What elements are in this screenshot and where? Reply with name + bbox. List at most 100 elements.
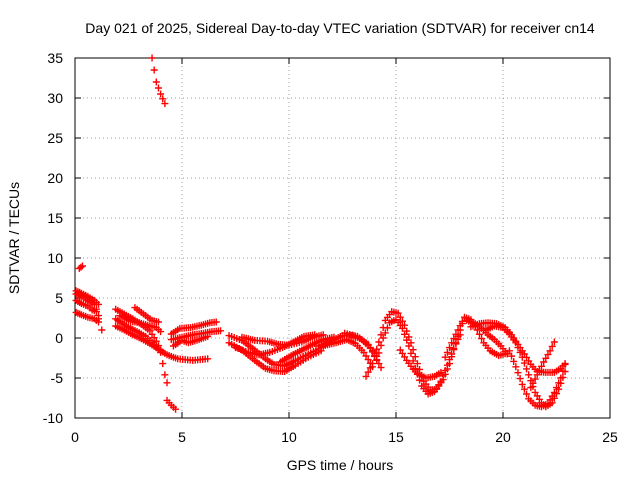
data-point xyxy=(381,329,389,337)
data-point xyxy=(448,350,456,358)
x-tick-label: 5 xyxy=(178,429,186,445)
data-point xyxy=(437,377,445,385)
data-point xyxy=(383,324,391,332)
series-arc-z xyxy=(373,316,464,398)
y-tick-label: 5 xyxy=(55,290,63,306)
y-tick-label: -5 xyxy=(51,370,64,386)
y-tick-label: -10 xyxy=(43,410,63,426)
data-point xyxy=(157,90,165,98)
data-point xyxy=(452,330,460,338)
data-point xyxy=(98,326,106,334)
series-arc-ae xyxy=(482,322,569,411)
data-point xyxy=(413,360,421,368)
series-arc-p xyxy=(169,332,212,350)
data-point xyxy=(475,330,483,338)
data-point xyxy=(561,360,569,368)
data-point xyxy=(553,384,560,392)
data-point xyxy=(548,342,556,350)
data-point xyxy=(317,347,325,355)
data-point xyxy=(514,344,522,352)
data-point xyxy=(512,363,520,371)
data-point xyxy=(555,379,563,387)
data-point xyxy=(377,341,385,349)
y-tick-label: 30 xyxy=(47,90,63,106)
data-marks xyxy=(72,54,569,413)
data-point xyxy=(411,353,419,361)
data-point xyxy=(150,66,158,74)
data-point xyxy=(559,367,567,375)
data-point xyxy=(157,328,165,336)
data-point xyxy=(368,348,376,356)
data-point xyxy=(373,345,381,353)
x-axis-label: GPS time / hours xyxy=(287,457,394,473)
data-point xyxy=(161,100,169,108)
data-point xyxy=(373,356,381,364)
x-tick-label: 0 xyxy=(71,429,79,445)
series-arc-m xyxy=(163,396,180,413)
series-arc-i xyxy=(112,322,212,364)
data-point xyxy=(540,358,548,366)
series-arc-ag xyxy=(527,338,558,392)
data-point xyxy=(163,379,171,387)
data-point xyxy=(531,375,539,383)
data-point xyxy=(154,318,162,326)
data-point xyxy=(398,324,406,332)
data-point xyxy=(525,371,533,379)
data-point xyxy=(505,347,513,355)
data-point xyxy=(159,95,167,103)
data-point xyxy=(446,356,453,364)
data-point xyxy=(396,313,404,321)
data-point xyxy=(159,360,167,368)
data-point xyxy=(450,344,458,352)
data-point xyxy=(172,405,180,413)
series-arc-n xyxy=(167,318,220,338)
data-point xyxy=(516,375,524,383)
data-point xyxy=(443,348,451,356)
data-point xyxy=(542,354,550,362)
data-point xyxy=(520,385,528,393)
data-point xyxy=(544,351,552,359)
series-arc-l xyxy=(148,54,169,108)
data-point xyxy=(362,352,370,360)
data-point xyxy=(398,317,406,325)
series-arc-u xyxy=(276,333,338,366)
axis-ticks: 0 5 10 15 20 25 -10 -5 0 5 10 15 20 25 30 35 xyxy=(43,50,618,445)
data-point xyxy=(538,362,546,370)
data-point xyxy=(161,371,169,379)
data-point xyxy=(405,342,413,350)
x-tick-label: 15 xyxy=(388,429,404,445)
data-point xyxy=(377,364,385,372)
data-point xyxy=(441,353,449,361)
y-tick-label: 25 xyxy=(47,130,63,146)
data-point xyxy=(371,352,379,360)
data-point xyxy=(92,308,100,316)
series-arc-af xyxy=(505,347,569,411)
series-arc-c xyxy=(72,287,103,308)
data-point xyxy=(456,322,464,330)
data-point xyxy=(95,300,103,308)
data-point xyxy=(409,346,417,354)
series-arc-d xyxy=(72,296,103,323)
data-point xyxy=(550,388,558,396)
data-point xyxy=(533,371,541,379)
x-tick-label: 25 xyxy=(602,429,618,445)
data-point xyxy=(448,339,456,347)
data-point xyxy=(546,347,554,355)
data-point xyxy=(523,390,531,398)
plot-frame xyxy=(74,57,611,419)
data-point xyxy=(204,355,212,363)
y-tick-label: 0 xyxy=(55,330,63,346)
data-point xyxy=(364,368,372,376)
data-point xyxy=(364,340,372,348)
data-point xyxy=(550,338,558,346)
y-tick-label: 15 xyxy=(47,210,63,226)
data-point xyxy=(529,379,537,387)
data-point xyxy=(452,340,460,348)
data-point xyxy=(454,326,462,334)
series-arc-j xyxy=(116,312,165,336)
series-arc-aa xyxy=(396,346,445,382)
x-tick-label: 10 xyxy=(281,429,297,445)
data-point xyxy=(450,335,458,343)
data-point xyxy=(527,384,535,392)
data-point xyxy=(409,357,417,365)
